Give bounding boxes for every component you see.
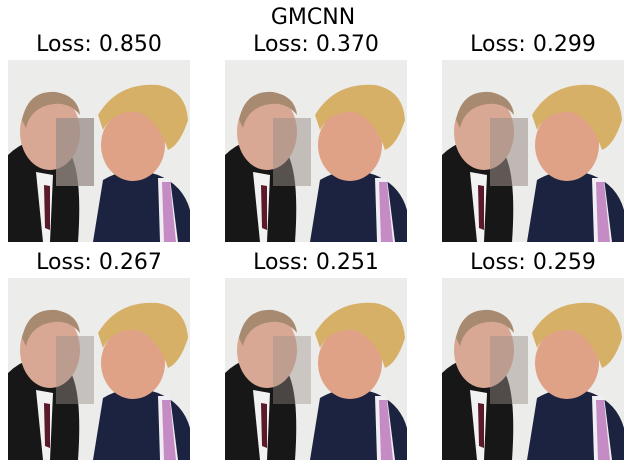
- image-panel: [442, 60, 624, 242]
- inpainted-region: [273, 118, 311, 186]
- image-panel: [8, 60, 190, 242]
- panel-title: Loss: 0.850: [36, 32, 162, 57]
- inpainted-region: [273, 336, 311, 404]
- panel-title: Loss: 0.370: [253, 32, 379, 57]
- inpainted-region: [490, 336, 528, 404]
- image: [225, 278, 407, 460]
- image-panel: [225, 278, 407, 460]
- panel-title: Loss: 0.267: [36, 250, 162, 275]
- image-panel: [442, 278, 624, 460]
- image: [225, 60, 407, 242]
- image: [8, 278, 190, 460]
- image-panel: [8, 278, 190, 460]
- image-panel: [225, 60, 407, 242]
- inpainted-region: [56, 118, 94, 186]
- inpainted-region: [56, 336, 94, 404]
- inpainted-region: [490, 118, 528, 186]
- image: [8, 60, 190, 242]
- panel-title: Loss: 0.299: [470, 32, 596, 57]
- figure-title: GMCNN: [271, 5, 355, 30]
- image: [442, 278, 624, 460]
- panel-title: Loss: 0.251: [253, 250, 379, 275]
- image: [442, 60, 624, 242]
- panel-title: Loss: 0.259: [470, 250, 596, 275]
